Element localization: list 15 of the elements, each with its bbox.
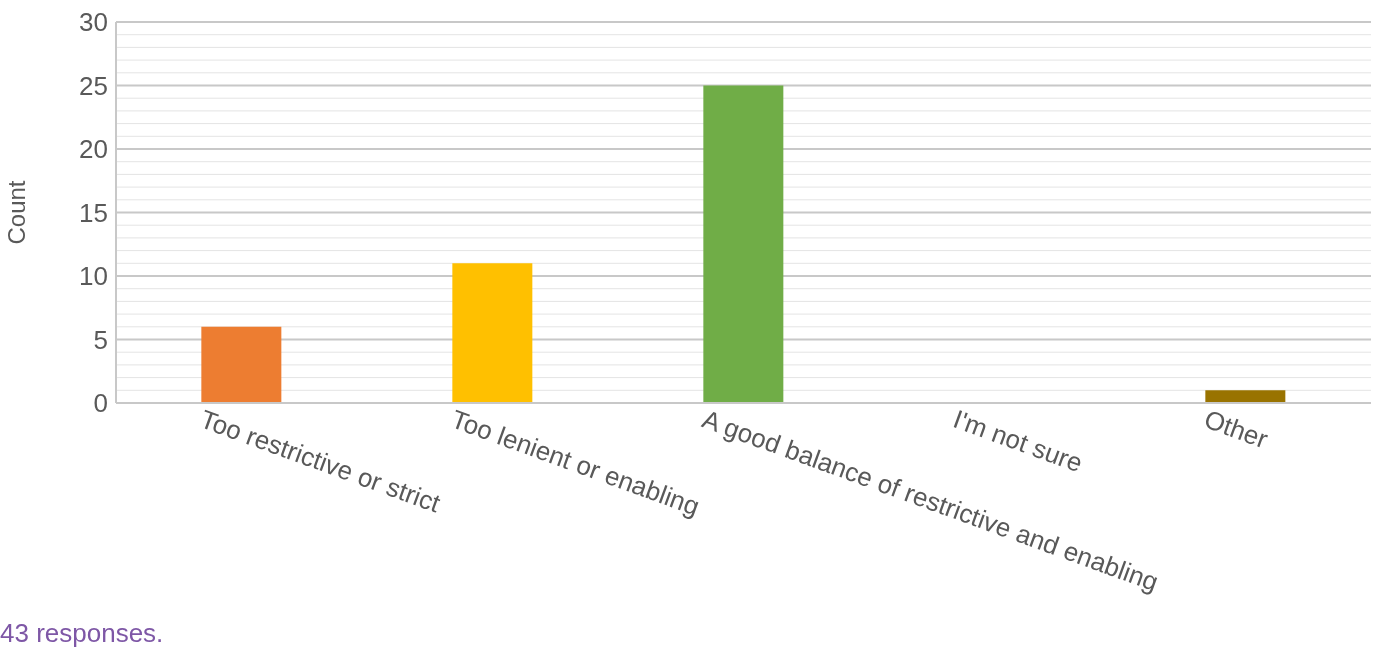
y-tick-label: 30 bbox=[79, 7, 108, 38]
y-tick-label: 25 bbox=[79, 70, 108, 101]
y-tick-label: 15 bbox=[79, 197, 108, 228]
bar bbox=[1205, 390, 1286, 403]
y-tick-label: 0 bbox=[93, 388, 108, 419]
y-tick-label: 10 bbox=[79, 261, 108, 292]
text: 43 responses. bbox=[0, 618, 164, 649]
bar bbox=[452, 263, 533, 403]
x-tick-label: I'm not sure bbox=[949, 403, 1087, 479]
y-tick-label: 20 bbox=[79, 134, 108, 165]
x-tick-label: Other bbox=[1200, 403, 1273, 455]
bar bbox=[703, 85, 784, 403]
y-tick-label: 5 bbox=[93, 324, 108, 355]
bar bbox=[201, 326, 282, 403]
y-axis-title: Count bbox=[2, 180, 30, 245]
